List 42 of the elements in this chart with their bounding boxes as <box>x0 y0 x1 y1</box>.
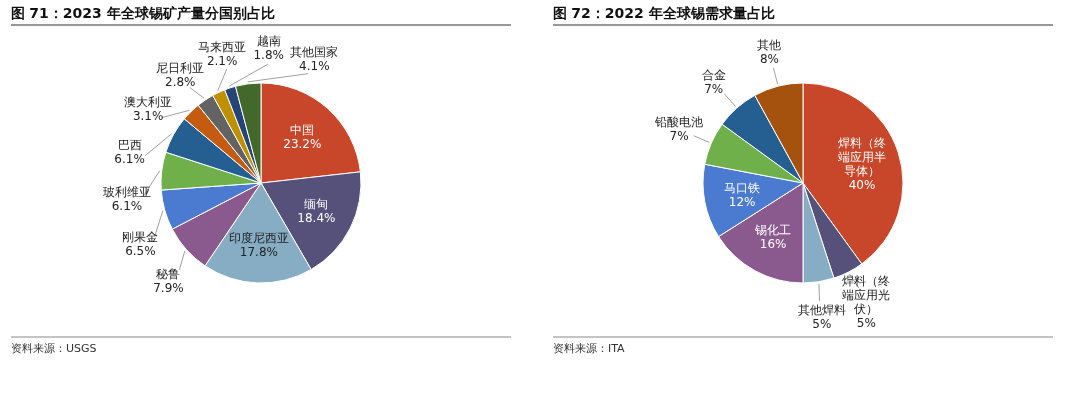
data-label: 1.8% <box>253 48 284 63</box>
data-label: 6.1% <box>111 198 143 213</box>
slice-label: 缅甸 <box>304 196 329 211</box>
data-label: 4.1% <box>299 58 330 73</box>
data-label: 8% <box>759 52 779 67</box>
slice-label: 巴西 <box>117 137 142 152</box>
slice-label: 其他国家 <box>290 44 339 59</box>
slice-label: 中国 <box>290 122 315 137</box>
chart-title: 图 71：2023 年全球锡矿产量分国别占比 <box>10 4 275 21</box>
data-label: 40% <box>848 177 876 192</box>
slice-label: 秘鲁 <box>156 267 181 282</box>
data-label: 3.1% <box>132 108 164 123</box>
data-label: 23.2% <box>283 136 322 151</box>
slice-label: 尼日利亚 <box>156 60 205 75</box>
data-label: 2.1% <box>206 53 238 68</box>
data-label: 7.9% <box>153 281 184 296</box>
data-label: 5% <box>856 316 876 331</box>
slice-label: 玻利维亚 <box>102 184 151 199</box>
data-label: 6.5% <box>125 243 156 258</box>
data-label: 6.1% <box>114 151 145 166</box>
slice-label: 铅酸电池 <box>654 115 704 130</box>
slice-label: 马口铁 <box>724 180 761 195</box>
text: 资料来源：USGS <box>11 342 97 355</box>
data-label: 5% <box>812 316 832 331</box>
data-label: 12% <box>728 194 756 209</box>
slice-label: 其他 <box>757 38 782 53</box>
slice-label: 澳大利亚 <box>124 94 173 109</box>
slice-label: 马来西亚 <box>198 39 247 54</box>
data-label: 7% <box>704 81 724 96</box>
data-label: 17.8% <box>239 244 278 259</box>
slice-label: 越南 <box>256 34 281 49</box>
chart-title: 图 72：2022 年全球锡需求量占比 <box>552 4 775 21</box>
text: 资料来源：ITA <box>553 342 626 355</box>
slice-label: 焊料（终端应用半导体） <box>837 135 886 178</box>
slice-label: 刚果金 <box>122 229 159 244</box>
slice-label: 锡化工 <box>754 223 792 238</box>
data-label: 7% <box>669 129 689 144</box>
data-label: 16% <box>759 237 787 252</box>
slice-label: 印度尼西亚 <box>228 230 289 245</box>
slice-label: 合金 <box>701 67 726 82</box>
data-label: 2.8% <box>165 74 196 89</box>
data-label: 18.4% <box>297 210 336 225</box>
